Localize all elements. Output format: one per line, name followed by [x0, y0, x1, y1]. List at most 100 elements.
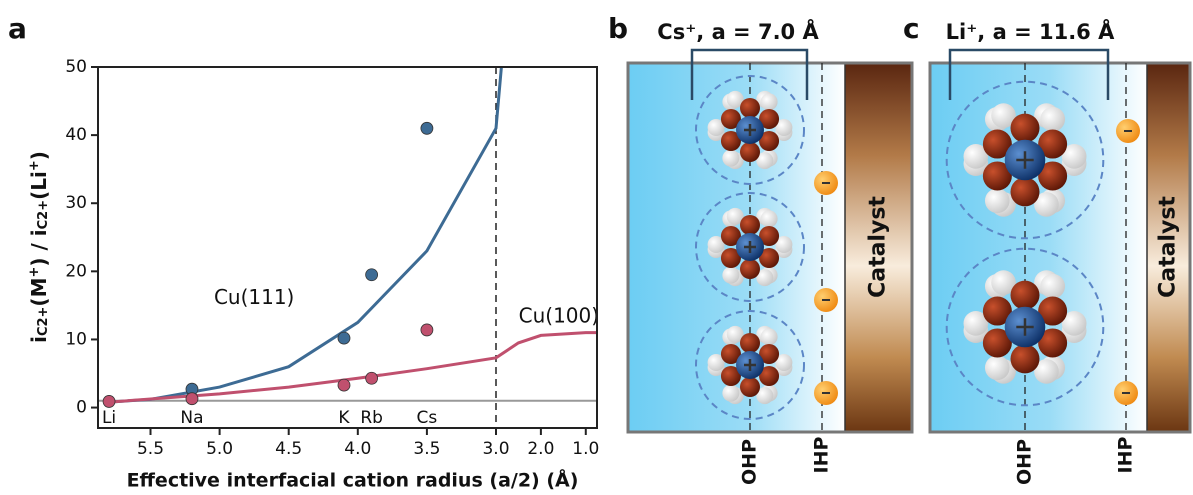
- oxygen: [759, 131, 780, 151]
- x-tick-label: 4.5: [275, 439, 302, 459]
- bracket: [948, 48, 1110, 100]
- y-tick-label: 0: [76, 398, 87, 418]
- data-point: [365, 371, 379, 385]
- fit-curve: [109, 67, 503, 404]
- data-point: [337, 331, 351, 345]
- hydrogen: [760, 93, 778, 111]
- curve-label: Cu(111): [214, 285, 294, 309]
- panel-label: b: [608, 12, 628, 45]
- data-point: [420, 121, 434, 135]
- hydrogen: [707, 353, 725, 371]
- ohp-label: OHP: [739, 439, 761, 485]
- catalyst-label: Catalyst: [1156, 196, 1181, 298]
- hydrogen: [722, 384, 740, 402]
- hydrogen: [756, 152, 774, 170]
- hydrogen: [963, 311, 989, 336]
- hydrogen: [963, 144, 989, 169]
- panel: Catalyst OHP IHP Cs⁺, a = 7.0 Å b: [608, 12, 914, 485]
- y-label-part: (M: [27, 278, 51, 307]
- oxygen: [740, 98, 760, 118]
- oxygen: [740, 259, 760, 279]
- cation-label: K: [338, 408, 350, 428]
- x-tick-label: 2.0: [527, 439, 554, 459]
- bracket: [690, 48, 809, 100]
- data-point: [420, 323, 434, 337]
- y-tick-label: 20: [65, 261, 87, 281]
- oxygen: [982, 161, 1012, 191]
- catalyst-label: Catalyst: [866, 196, 891, 298]
- hydrogen: [1061, 311, 1087, 336]
- hydrogen: [775, 118, 793, 136]
- oxygen: [1038, 129, 1068, 159]
- y-tick-label: 10: [65, 329, 87, 349]
- x-tick-label: 5.0: [206, 439, 233, 459]
- cation-label: Na: [180, 408, 203, 428]
- panel: Catalyst OHP IHP Li⁺, a = 11.6 Å c: [903, 12, 1192, 485]
- y-label-part: ): [27, 151, 51, 160]
- hydrogen: [775, 235, 793, 253]
- oxygen: [1038, 328, 1068, 358]
- panel-frame: [626, 61, 914, 434]
- hydration-shell: [695, 192, 805, 302]
- chart-a: a Cu(111) Cu(100) Li Na K Rb Cs 0 10 20 30 40 50 5.5 5.…: [8, 12, 599, 492]
- hydration-shell: [695, 310, 805, 420]
- y-tick-label: 30: [65, 193, 87, 213]
- cation-label: Cs: [417, 408, 438, 428]
- panel-frame: [928, 61, 1192, 434]
- y-label-part: C2+: [36, 307, 51, 336]
- oxygen: [740, 333, 760, 353]
- oxygen: [720, 131, 741, 151]
- oxygen: [1010, 113, 1040, 143]
- y-label-part: (Li: [27, 171, 51, 200]
- panel-label: c: [903, 12, 920, 45]
- y-tick-label: 40: [65, 125, 87, 145]
- plus-sign: [1016, 318, 1034, 336]
- x-axis-label: Effective interfacial cation radius (a/2…: [127, 468, 579, 492]
- ihp-label: IHP: [1115, 436, 1137, 473]
- oxygen: [720, 226, 741, 246]
- oxygen: [740, 215, 760, 235]
- hydrogen: [775, 353, 793, 371]
- oxygen: [1010, 280, 1040, 310]
- oxygen: [759, 226, 780, 246]
- cation-label: Li: [102, 408, 116, 428]
- y-axis-label: iC2+(M+) / iC2+(Li+): [27, 151, 52, 343]
- panel-title: Cs⁺, a = 7.0 Å: [657, 19, 819, 44]
- hydrogen: [984, 355, 1010, 381]
- axes-frame: [97, 66, 598, 429]
- plus-sign: [744, 359, 756, 371]
- y-label-part: C2+: [36, 200, 51, 229]
- oxygen: [982, 296, 1012, 326]
- data-point: [185, 392, 199, 406]
- oxygen: [740, 142, 760, 162]
- panel-label: a: [8, 12, 27, 45]
- fit-curve: [108, 331, 597, 404]
- oxygen: [1010, 344, 1040, 374]
- hydrogen: [1034, 192, 1059, 217]
- hydration-shell: [945, 80, 1105, 240]
- hydrated-cation: [695, 192, 805, 302]
- oxygen: [720, 109, 741, 129]
- x-tick-label: 1.0: [572, 439, 599, 459]
- ihp-label: IHP: [811, 436, 833, 473]
- oxygen: [1038, 296, 1068, 326]
- plus-sign: [744, 124, 756, 136]
- y-label-part: i: [27, 336, 51, 343]
- oxygen: [982, 129, 1012, 159]
- y-label-part: +: [27, 267, 42, 278]
- oxygen: [982, 328, 1012, 358]
- x-tick-label: 5.5: [137, 439, 164, 459]
- ohp-label: OHP: [1014, 439, 1036, 485]
- oxygen: [1038, 161, 1068, 191]
- curve-label: Cu(100): [519, 303, 599, 327]
- hydrogen: [984, 188, 1010, 214]
- hydrogen: [991, 103, 1016, 128]
- y-label-part: +: [27, 160, 42, 171]
- hydration-shell: [945, 247, 1105, 407]
- x-tick-label: 3.5: [413, 439, 440, 459]
- x-tick-label: 3.0: [482, 439, 509, 459]
- oxygen: [720, 344, 741, 364]
- y-tick-label: 50: [65, 57, 87, 77]
- x-tick-label: 4.0: [344, 439, 371, 459]
